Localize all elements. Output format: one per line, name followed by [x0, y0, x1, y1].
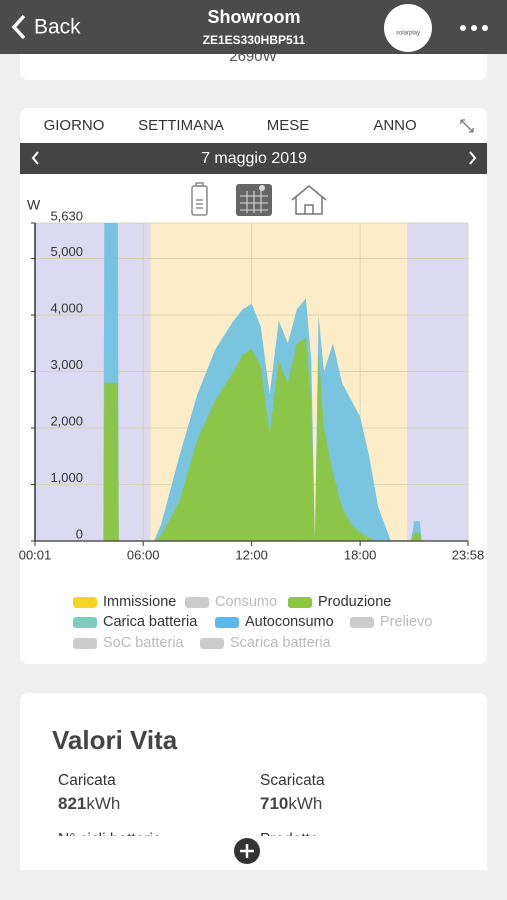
stat-label: Caricata — [58, 772, 116, 789]
x-tick-label: 00:01 — [19, 547, 52, 562]
y-tick-label: 5,630 — [50, 208, 83, 223]
y-tick-label: 4,000 — [50, 301, 83, 316]
header-title: Showroom — [208, 7, 301, 27]
stat-label: Scaricata — [260, 772, 325, 789]
tab[interactable]: SETTIMANA — [138, 117, 224, 134]
logo-text: solarplay — [396, 31, 420, 37]
prev-day[interactable] — [31, 151, 39, 165]
legend-swatch[interactable] — [288, 597, 312, 608]
lifetime-card — [20, 693, 487, 870]
tab[interactable]: MESE — [267, 117, 310, 134]
stat-number: 821 — [58, 794, 86, 813]
battery-icon[interactable] — [191, 182, 208, 216]
lifetime-title: Valori Vita — [52, 725, 178, 755]
expand-icon[interactable] — [460, 119, 474, 133]
header-subtitle: ZE1ES330HBP511 — [203, 33, 306, 47]
legend-label[interactable]: Immissione — [103, 594, 176, 610]
logo[interactable] — [384, 4, 432, 52]
tab[interactable]: ANNO — [373, 117, 416, 134]
legend-label[interactable]: SoC batteria — [103, 635, 185, 651]
legend-swatch[interactable] — [185, 597, 209, 608]
back-icon[interactable] — [11, 14, 26, 40]
more-menu[interactable] — [460, 25, 488, 31]
x-tick-label: 18:00 — [344, 547, 377, 562]
legend-label[interactable]: Produzione — [318, 594, 391, 610]
y-tick-label: 3,000 — [50, 357, 83, 372]
y-axis-label: W — [27, 197, 41, 213]
next-day[interactable] — [469, 151, 477, 165]
stat-unit: kWh — [86, 794, 120, 813]
solar-icon[interactable] — [236, 184, 272, 216]
legend-label[interactable]: Prelievo — [380, 614, 432, 630]
legend-swatch[interactable] — [200, 638, 224, 649]
area — [35, 337, 468, 541]
y-tick-label: 5,000 — [50, 244, 83, 259]
legend-label[interactable]: Autoconsumo — [245, 614, 334, 630]
stat-value: 710kWh — [260, 794, 322, 813]
legend-swatch[interactable] — [215, 617, 239, 628]
legend-label[interactable]: Scarica batteria — [230, 635, 332, 651]
tab[interactable]: GIORNO — [44, 117, 105, 134]
stat-value: 821kWh — [58, 794, 120, 813]
stat-number: 710 — [260, 794, 288, 813]
y-tick-label: 2,000 — [50, 413, 83, 428]
x-tick-label: 06:00 — [127, 547, 160, 562]
stat-unit: kWh — [288, 794, 322, 813]
legend-swatch[interactable] — [73, 638, 97, 649]
legend-label[interactable]: Consumo — [215, 594, 277, 610]
legend-swatch[interactable] — [73, 597, 97, 608]
legend-swatch[interactable] — [350, 617, 374, 628]
legend-label[interactable]: Carica batteria — [103, 614, 198, 630]
y-tick-label: 1,000 — [50, 470, 83, 485]
date: 7 maggio 2019 — [201, 150, 307, 167]
x-tick-label: 12:00 — [235, 547, 268, 562]
y-tick-label: 0 — [76, 526, 83, 541]
x-tick-label: 23:58 — [452, 547, 485, 562]
date-bar — [20, 143, 487, 174]
legend-swatch[interactable] — [73, 617, 97, 628]
house-icon[interactable] — [291, 185, 327, 215]
back-button[interactable]: Back — [34, 16, 81, 39]
add-icon — [240, 844, 254, 858]
